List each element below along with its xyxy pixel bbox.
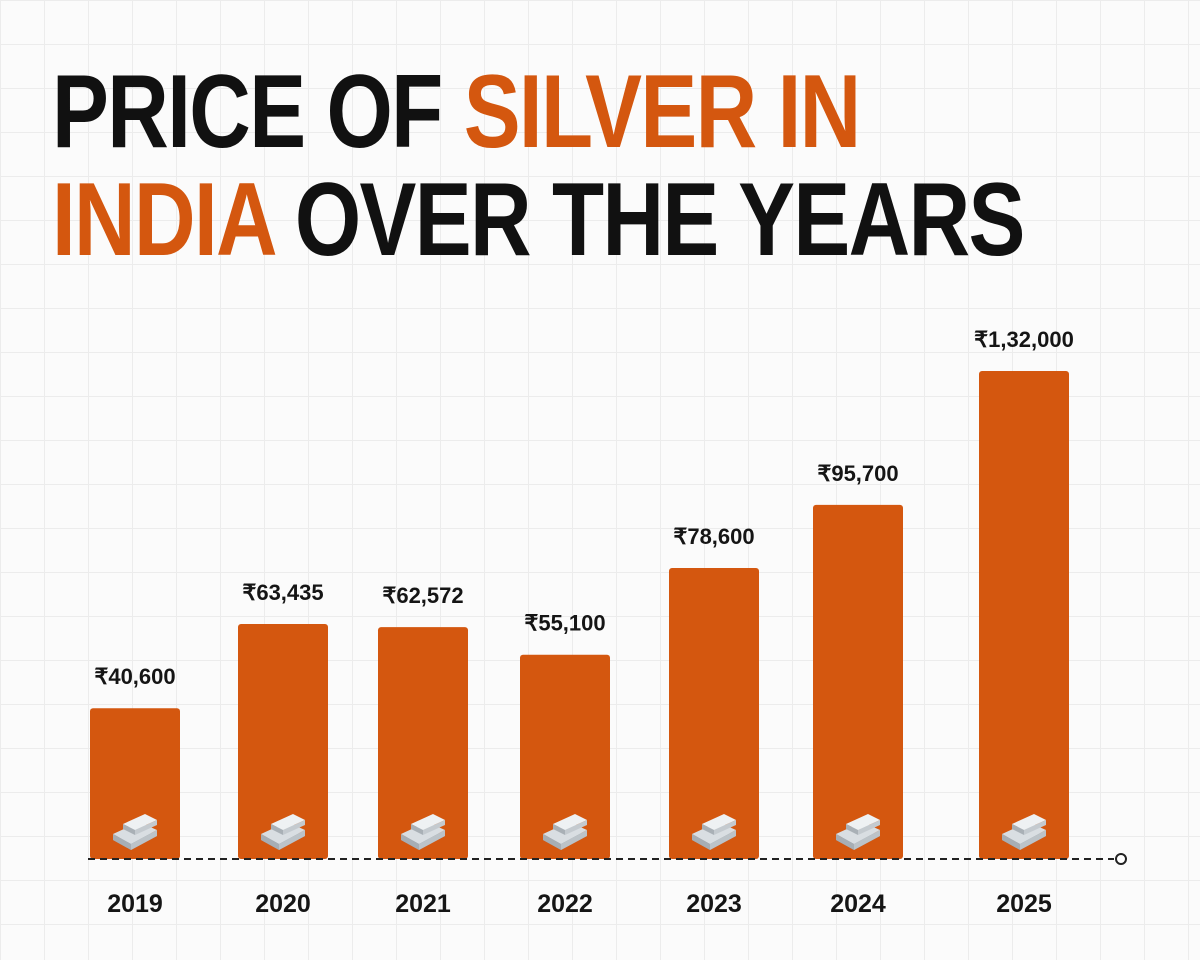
silver-bars-icon: [692, 814, 736, 850]
x-tick-label-2024: 2024: [830, 890, 886, 918]
bar-2021: [378, 627, 468, 859]
value-label-2023: ₹78,600: [673, 524, 754, 549]
silver-bars-icon: [836, 814, 880, 850]
bar-2019: [90, 708, 180, 859]
x-tick-label-2023: 2023: [686, 890, 742, 918]
bar-2024: [813, 504, 903, 859]
silver-bars-icon: [401, 814, 445, 850]
x-tick-label-2025: 2025: [996, 890, 1052, 918]
x-tick-label-2022: 2022: [537, 890, 593, 918]
value-label-2024: ₹95,700: [817, 461, 898, 486]
silver-bars-icon: [261, 814, 305, 850]
x-axis-end-marker: [1115, 853, 1127, 865]
bar-2020: [238, 623, 328, 859]
x-tick-label-2021: 2021: [395, 890, 451, 918]
title-part-3: INDIA: [52, 162, 274, 278]
x-tick-label-2019: 2019: [107, 890, 163, 918]
bar-2022: [520, 654, 610, 859]
bar-2025: [979, 371, 1069, 859]
silver-bars-icon: [113, 814, 157, 850]
value-label-2019: ₹40,600: [94, 664, 175, 689]
value-label-2022: ₹55,100: [524, 611, 605, 636]
bar-2023: [669, 568, 759, 859]
chart-title: PRICE OF SILVER IN INDIA OVER THE YEARS: [52, 58, 1025, 274]
value-label-2021: ₹62,572: [382, 583, 463, 608]
value-label-2020: ₹63,435: [242, 580, 323, 605]
value-label-2025: ₹1,32,000: [974, 327, 1074, 352]
x-tick-label-2020: 2020: [255, 890, 311, 918]
title-part-4: OVER THE YEARS: [272, 162, 1026, 278]
silver-bars-icon: [543, 814, 587, 850]
silver-bars-icon: [1002, 814, 1046, 850]
title-part-2: SILVER IN: [463, 54, 862, 170]
title-part-1: PRICE OF: [52, 54, 464, 170]
